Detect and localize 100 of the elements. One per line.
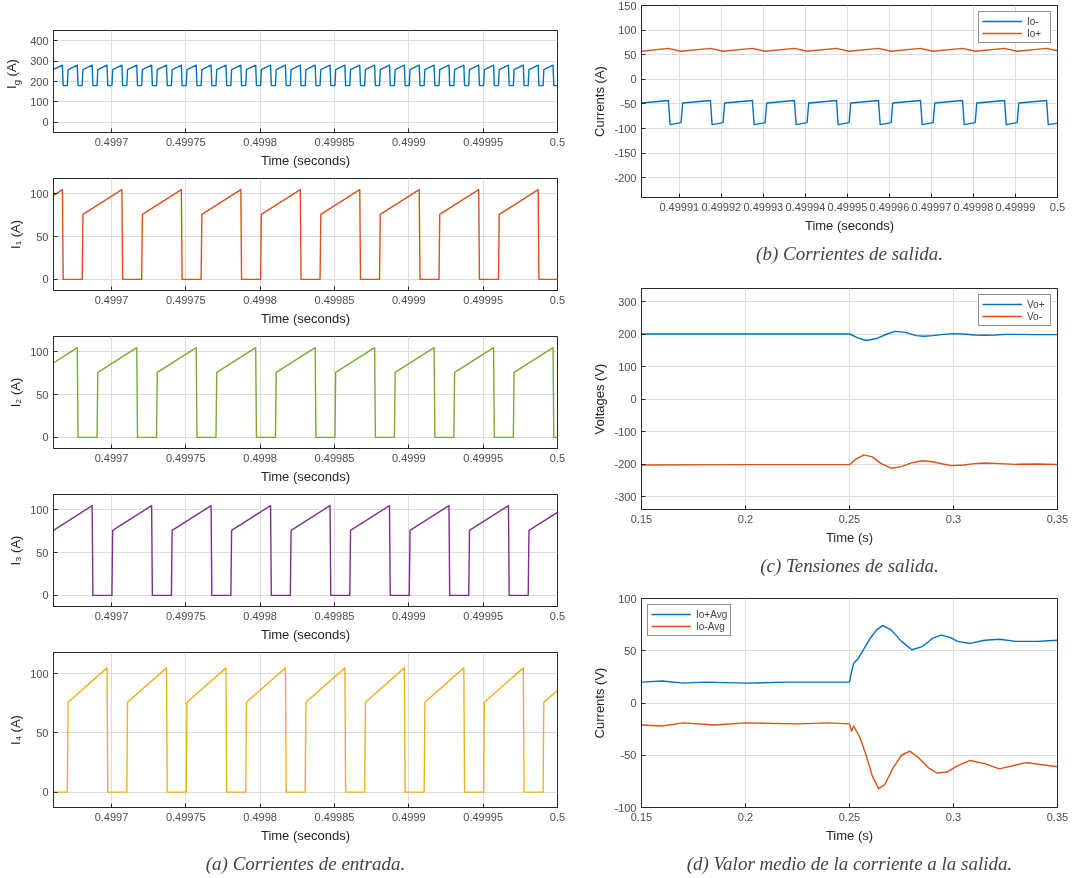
x-tick-label: 0.4997	[94, 609, 129, 622]
x-tick-label: 0.5	[549, 293, 566, 306]
line-series	[53, 188, 558, 281]
x-axis-title: Time (seconds)	[804, 217, 895, 233]
x-tick-label: 0.49975	[165, 451, 206, 464]
text: (b) Corrientes de salida.	[756, 242, 943, 265]
line-series	[53, 504, 558, 597]
x-tick-label: 0.49975	[165, 293, 206, 306]
x-tick-label: 0.49995	[463, 135, 504, 148]
y-axis-title: I₁ (A)	[8, 220, 24, 249]
x-tick-label: 0.49985	[314, 451, 355, 464]
y-tick-label: 0	[42, 786, 49, 799]
y-tick-label: 100	[30, 345, 49, 358]
y-tick-label: -300	[614, 490, 637, 503]
y-tick-label: 0	[630, 73, 637, 86]
text: (a) Corrientes de entrada.	[205, 852, 406, 875]
x-tick-label: 0.15	[630, 512, 653, 525]
x-tick-label: 0.4997	[94, 810, 129, 823]
x-tick-label: 0.49975	[165, 810, 206, 823]
x-tick-label: 0.49995	[827, 200, 868, 213]
x-tick-label: 0.49998	[953, 200, 994, 213]
legend-label: Io+Avg	[696, 608, 728, 620]
y-tick-label: 50	[36, 726, 49, 739]
x-tick-label: 0.25	[838, 810, 861, 823]
line-series	[53, 346, 558, 439]
x-tick-label: 0.4999	[392, 293, 426, 306]
y-tick-label: 50	[624, 644, 637, 657]
x-axis-title: Time (seconds)	[260, 626, 351, 642]
x-tick-label: 0.49995	[463, 609, 504, 622]
y-tick-label: 100	[30, 667, 49, 680]
x-tick-label: 0.3	[945, 512, 962, 525]
y-tick-label: 50	[624, 48, 637, 61]
y-axis-title: Voltages (V)	[592, 363, 608, 435]
y-tick-label: -200	[614, 458, 637, 470]
y-tick-label: 150	[618, 0, 637, 12]
y-tick-label: -100	[614, 122, 637, 135]
y-tick-label: 0	[42, 431, 49, 444]
x-tick-label: 0.5	[549, 135, 566, 148]
x-tick-label: 0.49993	[743, 200, 784, 213]
y-tick-label: 200	[30, 75, 49, 88]
x-axis-title: Time (seconds)	[260, 152, 351, 168]
x-tick-label: 0.49994	[785, 200, 826, 213]
y-tick-label: -100	[614, 425, 637, 438]
x-tick-label: 0.4998	[243, 135, 277, 148]
y-axis-title: I₂ (A)	[8, 377, 24, 408]
y-tick-label: 200	[618, 328, 637, 340]
y-tick-label: 0	[42, 589, 49, 602]
y-axis-title: Currents (V)	[592, 667, 608, 739]
legend-label: Vo+	[1027, 298, 1046, 310]
line-series	[53, 667, 558, 793]
y-tick-label: 100	[30, 95, 49, 108]
x-tick-label: 0.4997	[94, 293, 129, 306]
line-series	[641, 454, 1058, 469]
y-tick-label: 100	[30, 187, 49, 200]
x-tick-label: 0.5	[1049, 200, 1066, 213]
x-tick-label: 0.49975	[165, 609, 206, 622]
x-tick-label: 0.49999	[995, 200, 1036, 213]
x-tick-label: 0.49985	[314, 609, 355, 622]
legend-label: Io-	[1027, 15, 1040, 27]
x-tick-label: 0.5	[549, 810, 566, 823]
x-tick-label: 0.4998	[243, 293, 277, 306]
x-tick-label: 0.4997	[94, 451, 129, 464]
x-axis-title: Time (seconds)	[260, 468, 351, 484]
text: (d) Valor medio de la corriente a la salida.	[686, 852, 1013, 875]
x-tick-label: 0.25	[838, 512, 861, 525]
y-tick-label: -50	[620, 97, 637, 110]
y-tick-label: 0	[630, 393, 637, 405]
y-tick-label: -50	[620, 749, 637, 762]
y-axis-title: I₄ (A)	[8, 715, 24, 745]
line-series	[641, 99, 1058, 126]
y-tick-label: 100	[618, 24, 637, 37]
y-tick-label: 100	[618, 360, 637, 373]
y-tick-label: 50	[36, 230, 49, 243]
x-tick-label: 0.4998	[243, 451, 277, 464]
x-tick-label: 0.49995	[463, 810, 504, 823]
x-tick-label: 0.2	[737, 810, 754, 823]
x-tick-label: 0.49985	[314, 135, 355, 148]
y-tick-label: 300	[30, 55, 49, 68]
y-tick-label: -150	[614, 147, 637, 160]
line-series	[641, 624, 1058, 684]
y-tick-label: 50	[36, 546, 49, 559]
y-tick-label: -200	[614, 171, 637, 184]
y-tick-label: 100	[618, 592, 637, 605]
y-tick-label: 400	[30, 34, 49, 47]
x-tick-label: 0.5	[549, 451, 566, 464]
x-axis-title: Time (s)	[825, 827, 874, 843]
y-tick-label: 0	[630, 697, 637, 709]
x-tick-label: 0.49985	[314, 810, 355, 823]
line-series	[641, 330, 1058, 342]
x-tick-label: 0.5	[549, 609, 566, 622]
x-tick-label: 0.3	[945, 810, 962, 823]
x-tick-label: 0.4997	[94, 135, 129, 148]
x-tick-label: 0.35	[1046, 810, 1069, 823]
legend-label: Io-Avg	[696, 620, 725, 632]
x-tick-label: 0.4999	[392, 810, 426, 823]
x-tick-label: 0.4999	[392, 609, 426, 622]
text: (c) Tensiones de salida.	[760, 554, 939, 577]
y-tick-label: 100	[30, 503, 49, 516]
x-tick-label: 0.4998	[243, 810, 277, 823]
x-tick-label: 0.35	[1046, 512, 1069, 525]
